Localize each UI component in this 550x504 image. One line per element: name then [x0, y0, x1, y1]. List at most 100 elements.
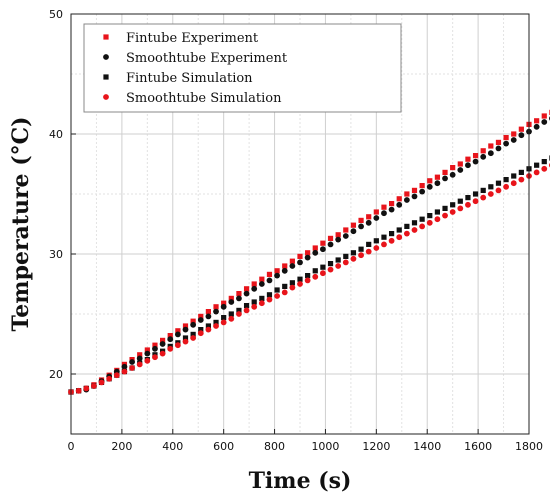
- x-tick-label: 1400: [413, 440, 441, 453]
- x-tick-label: 800: [264, 440, 285, 453]
- data-point: [488, 184, 494, 190]
- data-point: [335, 257, 341, 263]
- data-point: [365, 248, 372, 255]
- data-point: [205, 309, 211, 315]
- x-tick-label: 1000: [311, 440, 339, 453]
- data-point: [381, 234, 387, 240]
- data-point: [198, 327, 204, 333]
- data-point: [381, 210, 387, 217]
- data-point: [243, 303, 250, 309]
- data-point: [342, 259, 349, 266]
- data-point: [197, 330, 204, 337]
- data-point: [373, 245, 380, 251]
- data-point: [495, 139, 502, 145]
- data-point: [83, 385, 90, 392]
- data-point: [480, 194, 487, 201]
- data-point: [465, 162, 471, 169]
- data-point: [205, 326, 212, 333]
- data-point: [182, 323, 189, 329]
- data-point: [427, 213, 433, 219]
- data-point: [495, 187, 502, 194]
- data-point: [144, 357, 151, 364]
- data-point: [488, 143, 494, 149]
- data-point: [373, 238, 379, 244]
- data-point: [472, 198, 479, 205]
- data-point: [450, 202, 456, 208]
- legend-marker: [103, 94, 109, 100]
- data-point: [503, 183, 509, 190]
- data-point: [221, 300, 227, 306]
- data-point: [251, 281, 257, 287]
- data-point: [335, 236, 342, 243]
- data-point: [251, 285, 258, 292]
- data-point: [281, 289, 288, 296]
- data-point: [450, 165, 456, 171]
- data-point: [426, 219, 433, 226]
- legend: Fintube Experiment Smoothtube Experiment F…: [83, 23, 402, 113]
- x-tick-label: 600: [213, 440, 234, 453]
- data-point: [144, 347, 150, 353]
- data-point: [403, 197, 410, 203]
- data-point: [419, 216, 425, 222]
- data-point: [190, 335, 197, 341]
- data-point: [205, 323, 211, 329]
- data-point: [533, 123, 540, 130]
- data-point: [159, 341, 166, 347]
- data-point: [221, 315, 227, 321]
- data-point: [213, 323, 219, 329]
- data-point: [274, 293, 280, 299]
- data-point: [472, 191, 479, 197]
- data-point: [411, 220, 418, 226]
- data-point: [396, 227, 402, 233]
- data-point: [373, 215, 380, 221]
- data-point: [541, 113, 547, 119]
- data-point: [236, 291, 242, 297]
- data-point: [350, 250, 357, 256]
- data-point: [213, 308, 219, 315]
- data-point: [91, 383, 97, 389]
- data-point: [518, 132, 525, 139]
- data-point: [534, 162, 540, 168]
- data-point: [175, 328, 181, 334]
- data-point: [106, 375, 113, 382]
- data-point: [449, 209, 456, 215]
- data-point: [434, 209, 440, 215]
- data-point: [205, 313, 212, 320]
- data-point: [350, 222, 357, 228]
- data-point: [182, 335, 189, 341]
- data-point: [518, 169, 524, 175]
- legend-marker: [103, 34, 109, 40]
- data-point: [281, 267, 288, 274]
- data-point: [396, 196, 402, 202]
- data-point: [274, 268, 280, 274]
- data-point: [121, 368, 128, 375]
- y-tick-label: 40: [49, 128, 63, 141]
- data-point: [320, 240, 326, 246]
- data-point: [457, 161, 463, 167]
- data-point: [403, 230, 410, 237]
- data-point: [236, 311, 242, 317]
- x-tick-label: 200: [111, 440, 132, 453]
- legend-marker: [103, 54, 109, 60]
- data-point: [220, 319, 227, 326]
- data-point: [404, 191, 410, 197]
- data-point: [396, 234, 403, 241]
- x-tick-label: 1800: [515, 440, 543, 453]
- data-point: [366, 214, 372, 220]
- data-point: [419, 183, 425, 189]
- data-point: [312, 245, 318, 251]
- x-tick-label: 1600: [464, 440, 492, 453]
- data-point: [228, 295, 234, 301]
- data-point: [457, 167, 464, 173]
- data-point: [495, 180, 502, 186]
- data-point: [335, 232, 341, 238]
- axis-ticks: 0 200 400 600 800 1000 1200 1400 1600 1800 20 30 40 5…: [49, 8, 543, 453]
- data-point: [75, 387, 82, 394]
- data-point: [312, 249, 319, 256]
- data-point: [243, 290, 250, 297]
- data-point: [503, 140, 509, 147]
- data-point: [297, 281, 303, 287]
- data-point: [350, 255, 357, 262]
- data-point: [350, 228, 357, 235]
- data-point: [381, 241, 387, 248]
